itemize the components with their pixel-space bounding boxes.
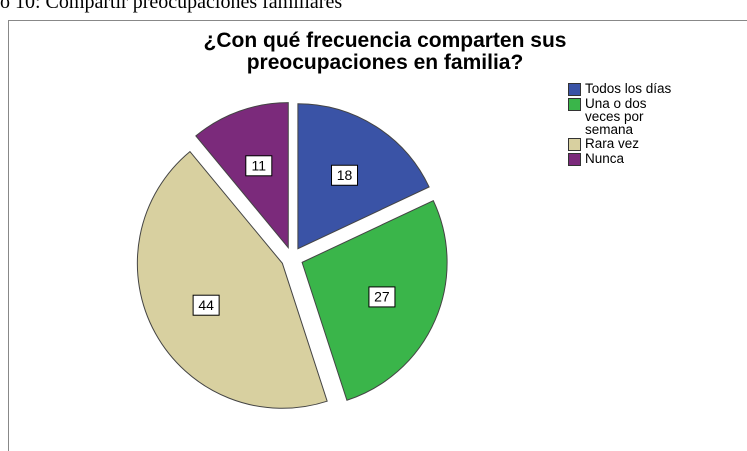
data-label-box [331,164,359,186]
chart-frame [8,20,747,451]
pie-slice [195,102,289,250]
data-label-box [192,294,220,316]
chart-title: ¿Con qué frecuencia comparten sus preocu… [203,29,567,74]
data-label: 18 [337,167,353,183]
legend-item: Una o dos veces por semana [568,97,675,136]
pie-slice [297,103,430,250]
data-label-box [245,155,273,177]
legend-label: Nunca [585,151,625,166]
pie-slice [136,150,328,409]
pie-chart: 18 27 44 11 [136,102,448,409]
data-label: 44 [198,297,214,313]
legend-swatch [568,98,581,111]
legend-item: Rara vez [568,137,675,151]
legend-label: Una o dos veces por semana [585,96,647,137]
legend: Todos los días Una o dos veces por semana… [568,82,675,167]
legend-label: Rara vez [585,136,640,151]
legend-swatch [568,138,581,151]
legend-item: Todos los días [568,82,675,96]
legend-swatch [568,83,581,96]
data-label-box [368,286,396,308]
legend-swatch [568,153,581,166]
caption: o 10: Compartir preocupaciones familiare… [0,0,343,13]
legend-label: Todos los días [585,81,672,96]
data-label: 11 [252,157,267,173]
data-label: 27 [374,289,390,305]
legend-item: Nunca [568,152,675,166]
